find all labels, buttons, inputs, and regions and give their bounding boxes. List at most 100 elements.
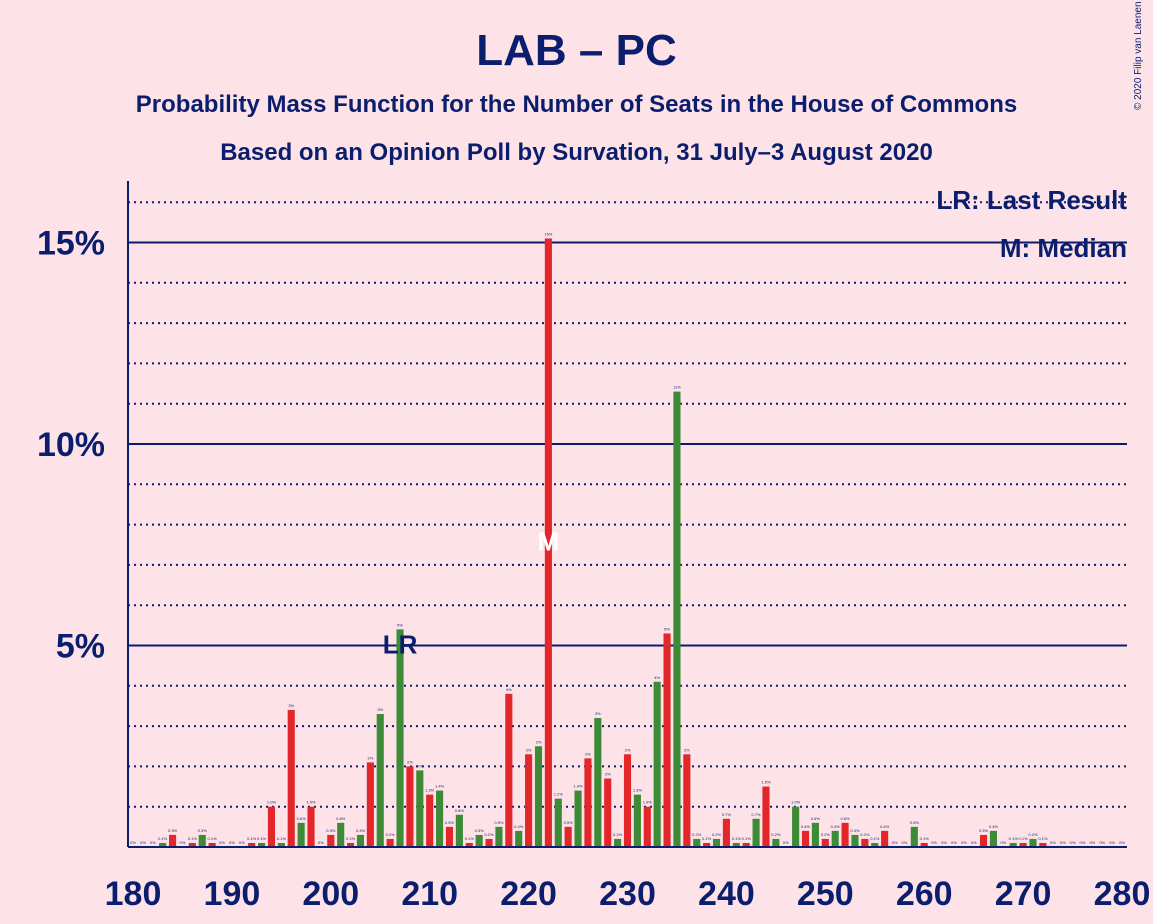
- bar-label-seat-186: 0.1%: [188, 836, 198, 841]
- bar-label-seat-212: 0.5%: [445, 820, 455, 825]
- bar-label-seat-259: 0.5%: [910, 820, 920, 825]
- bar-label-seat-200: 0.3%: [326, 828, 336, 833]
- bar-seat-245: [772, 838, 780, 847]
- bar-label-seat-260: 0.1%: [920, 836, 930, 841]
- bar-label-seat-193: 0.1%: [257, 836, 267, 841]
- bar-seat-201: [337, 822, 345, 847]
- bar-label-seat-218: 4%: [506, 687, 512, 692]
- bar-label-seat-206: 0.2%: [386, 832, 396, 837]
- bar-seat-193: [258, 842, 266, 847]
- bar-label-seat-271: 0.2%: [1028, 832, 1038, 837]
- bar-label-seat-222: 15%: [544, 231, 552, 236]
- bar-label-seat-266: 0.3%: [979, 828, 989, 833]
- chart-subtitle: Probability Mass Function for the Number…: [135, 91, 1018, 118]
- bar-label-seat-265: 0%: [971, 840, 977, 845]
- bar-label-seat-269: 0.1%: [1009, 836, 1019, 841]
- bar-seat-226: [584, 758, 592, 847]
- bar-label-seat-197: 0.6%: [297, 816, 307, 821]
- bar-label-seat-219: 0.4%: [514, 824, 524, 829]
- bar-seat-244: [762, 786, 770, 847]
- x-tick-label: 210: [401, 875, 458, 913]
- bar-label-seat-223: 1.2%: [554, 792, 564, 797]
- bar-label-seat-258: 0%: [902, 840, 908, 845]
- bar-seat-250: [821, 838, 829, 847]
- bar-seat-188: [208, 842, 216, 847]
- bar-label-seat-191: 0%: [239, 840, 245, 845]
- bar-seat-225: [574, 790, 582, 847]
- bar-seat-240: [722, 818, 730, 847]
- bar-label-seat-220: 2%: [526, 747, 532, 752]
- bar-seat-256: [881, 830, 889, 847]
- bar-label-seat-199: 0%: [318, 840, 324, 845]
- y-tick-label: 15%: [37, 225, 105, 263]
- bar-label-seat-255: 0.1%: [870, 836, 880, 841]
- bar-label-seat-181: 0%: [140, 840, 146, 845]
- axes: 5% 10% 15% 180 190 200 210 220 230 240 250 260 270 28…: [37, 181, 1150, 913]
- bar-seat-202: [347, 842, 355, 847]
- bar-label-seat-280: 0%: [1119, 840, 1125, 845]
- bar-seat-205: [376, 714, 384, 847]
- bar-label-seat-254: 0.2%: [860, 832, 870, 837]
- bar-label-seat-224: 0.5%: [564, 820, 574, 825]
- bar-label-seat-247: 1.0%: [791, 800, 801, 805]
- bar-seat-266: [979, 834, 988, 847]
- y-tick-label: 10%: [37, 426, 105, 464]
- bar-seat-212: [445, 826, 454, 847]
- bar-seat-252: [841, 822, 849, 847]
- bar-seat-241: [732, 842, 740, 847]
- bar-label-seat-189: 0%: [219, 840, 225, 845]
- bar-label-seat-273: 0%: [1050, 840, 1056, 845]
- bar-label-seat-241: 0.1%: [732, 836, 742, 841]
- bar-seat-219: [515, 830, 523, 847]
- bar-seat-216: [485, 838, 493, 847]
- bar-seat-272: [1039, 842, 1047, 847]
- bar-label-seat-256: 0.4%: [880, 824, 890, 829]
- bar-label-seat-274: 0%: [1060, 840, 1066, 845]
- bar-label-seat-198: 1.0%: [306, 800, 316, 805]
- bar-label-seat-275: 0%: [1070, 840, 1076, 845]
- bar-label-seat-183: 0.1%: [158, 836, 168, 841]
- bar-seat-228: [604, 778, 612, 847]
- x-tick-label: 200: [302, 875, 359, 913]
- bar-label-seat-227: 3%: [595, 711, 601, 716]
- bar-label-seat-237: 0.2%: [692, 832, 702, 837]
- bar-label-seat-188: 0.1%: [208, 836, 218, 841]
- bar-seat-203: [356, 834, 365, 847]
- bars: [159, 238, 1047, 848]
- bar-label-seat-240: 0.7%: [722, 812, 732, 817]
- bar-seat-211: [436, 790, 444, 847]
- bar-label-seat-250: 0.2%: [821, 832, 831, 837]
- bar-seat-255: [871, 842, 879, 847]
- bar-seat-184: [168, 834, 177, 847]
- bar-label-seat-276: 0%: [1080, 840, 1086, 845]
- bar-seat-197: [297, 822, 305, 847]
- y-tick-label: 5%: [56, 628, 105, 666]
- bar-label-seat-221: 2%: [536, 739, 542, 744]
- bar-seat-209: [416, 770, 424, 847]
- x-tick-label: 230: [599, 875, 656, 913]
- bar-label-seat-209: 2%: [417, 763, 423, 768]
- bar-label-seat-225: 1.4%: [573, 784, 583, 789]
- chart-source: Based on an Opinion Poll by Survation, 3…: [220, 139, 933, 166]
- x-tick-label: 180: [105, 875, 162, 913]
- bar-seat-200: [327, 834, 335, 847]
- bar-seat-196: [287, 709, 295, 847]
- bar-label-seat-194: 1.0%: [267, 800, 277, 805]
- bar-seat-220: [525, 754, 533, 847]
- median-marker: M: [538, 527, 560, 557]
- bar-label-seat-270: 0.1%: [1019, 836, 1029, 841]
- legend-median: M: Median: [999, 233, 1127, 263]
- bar-label-seat-262: 0%: [941, 840, 947, 845]
- bar-label-seat-261: 0%: [931, 840, 937, 845]
- bar-label-seat-231: 1.3%: [633, 788, 643, 793]
- bar-label-seat-185: 0%: [180, 840, 186, 845]
- bar-label-seat-279: 0%: [1109, 840, 1115, 845]
- bar-label-seat-233: 4%: [654, 675, 660, 680]
- bar-seat-192: [248, 842, 256, 847]
- bar-seat-243: [752, 818, 760, 847]
- bar-seat-207: [396, 629, 404, 847]
- bar-seat-236: [683, 754, 691, 847]
- bar-label-seat-228: 2%: [605, 771, 611, 776]
- bar-seat-239: [712, 838, 721, 847]
